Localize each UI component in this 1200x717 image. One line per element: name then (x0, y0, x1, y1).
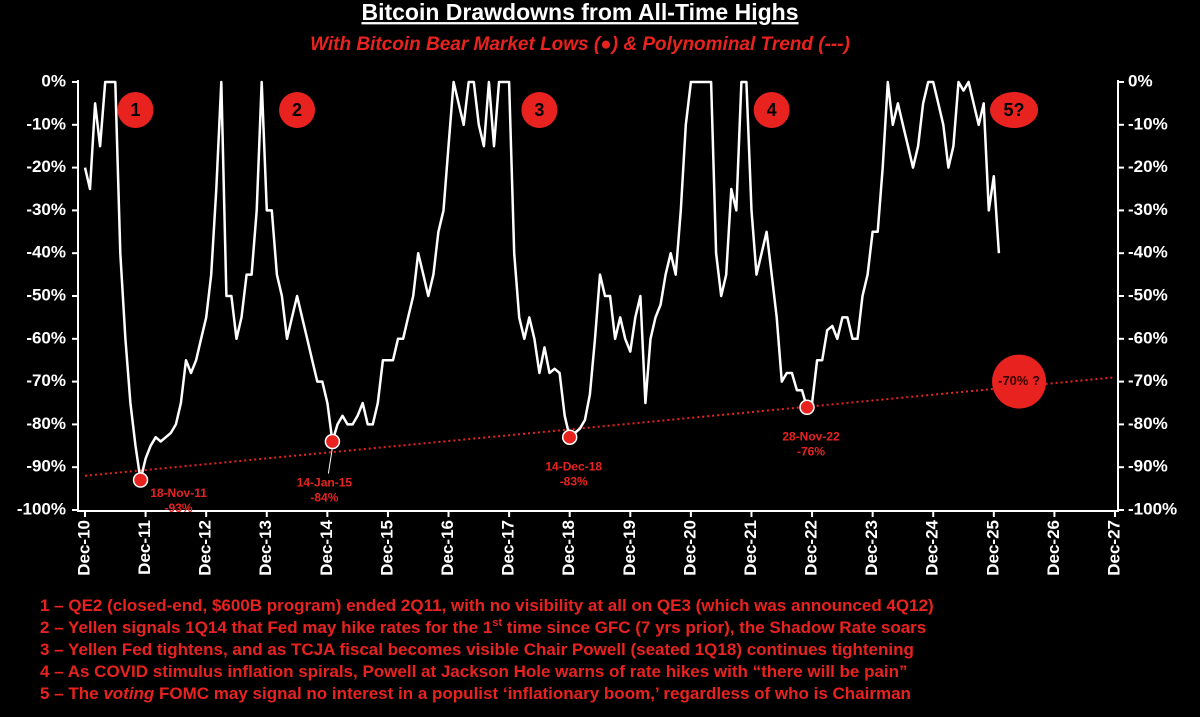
y2-tick-label: -50% (1128, 285, 1168, 304)
y-tick-label: -80% (26, 414, 66, 433)
footnote: 1 – QE2 (closed-end, $600B program) ende… (40, 596, 934, 615)
footnote-part: 1 – QE2 (closed-end, $600B program) ende… (40, 596, 934, 615)
footnote-part: 2 – Yellen signals 1Q14 that Fed may hik… (40, 618, 492, 637)
cycle-marker (521, 92, 558, 128)
y-tick-label: 0% (41, 71, 66, 90)
low-date: 28-Nov-22 (782, 429, 840, 443)
footnote-part: FOMC may signal no interest in a populis… (154, 684, 911, 703)
y2-tick-label: -80% (1128, 414, 1168, 433)
x-tick-label: Dec-17 (499, 520, 518, 576)
x-tick-label: Dec-19 (620, 520, 639, 576)
cycle-marker-label: 3 (534, 100, 544, 120)
y-tick-label: -90% (26, 457, 66, 476)
low-value: -76% (797, 444, 825, 458)
footnote-part: time since GFC (7 yrs prior), the Shadow… (502, 618, 926, 637)
cycle-marker-label: 2 (292, 100, 302, 120)
low-value: -84% (310, 491, 338, 505)
x-tick-label: Dec-13 (256, 520, 275, 576)
x-tick-label: Dec-10 (74, 520, 93, 576)
y2-tick-label: -60% (1128, 328, 1168, 347)
bear-low (561, 429, 578, 445)
chart-subtitle: With Bitcoin Bear Market Lows (●) & Poly… (310, 34, 850, 55)
footnote: 2 – Yellen signals 1Q14 that Fed may hik… (40, 617, 926, 638)
x-tick-label: Dec-22 (802, 520, 821, 576)
cycle-marker (279, 92, 316, 128)
x-tick-label: Dec-27 (1104, 520, 1123, 576)
cycle-marker-label: 1 (130, 100, 140, 120)
y2-tick-label: 0% (1128, 71, 1153, 90)
x-tick-label: Dec-26 (1044, 520, 1063, 576)
x-tick-label: Dec-11 (135, 520, 154, 575)
y2-tick-label: -30% (1128, 200, 1168, 219)
low-date: 14-Jan-15 (297, 476, 353, 490)
y2-tick-label: -100% (1128, 499, 1177, 518)
footnote-part: voting (103, 684, 155, 703)
x-tick-label: Dec-12 (196, 520, 215, 576)
cycle-marker-label: 5? (1004, 100, 1025, 120)
cycle-marker (753, 92, 790, 128)
chart-title: Bitcoin Drawdowns from All-Time Highs (361, 0, 798, 25)
y-tick-label: -20% (26, 157, 66, 176)
x-tick-label: Dec-20 (680, 520, 699, 576)
y2-tick-label: -40% (1128, 243, 1168, 262)
leader-line (327, 447, 333, 474)
cycle-marker-label: 4 (767, 100, 777, 120)
forecast-label: -70% ? (998, 373, 1040, 388)
y2-tick-label: -70% (1128, 371, 1168, 390)
x-tick-label: Dec-15 (377, 520, 396, 576)
x-tick-label: Dec-21 (741, 520, 760, 576)
bear-low (324, 433, 341, 450)
y2-tick-label: -10% (1128, 114, 1168, 133)
x-tick-label: Dec-18 (559, 520, 578, 576)
bear-low (132, 472, 149, 488)
y2-tick-label: -90% (1128, 457, 1168, 476)
drawdown-line (83, 80, 1001, 482)
bear-low (799, 399, 815, 416)
footnote: 4 – As COVID stimulus inflation spirals,… (40, 662, 908, 681)
x-tick-label: Dec-23 (862, 520, 881, 576)
cycle-marker (990, 92, 1039, 128)
footnote-part: 3 – Yellen Fed tightens, and as TCJA fis… (40, 640, 914, 659)
footnote-part: 4 – As COVID stimulus inflation spirals,… (40, 662, 908, 681)
x-tick-label: Dec-25 (983, 520, 1002, 576)
y-tick-label: -100% (17, 499, 66, 518)
y-tick-label: -70% (26, 371, 66, 390)
y2-tick-label: -20% (1128, 157, 1168, 176)
x-tick-label: Dec-14 (317, 519, 336, 575)
y-tick-label: -30% (26, 200, 66, 219)
low-date: 14-Dec-18 (545, 459, 602, 473)
forecast-marker (992, 354, 1047, 409)
footnote: 3 – Yellen Fed tightens, and as TCJA fis… (40, 640, 914, 659)
low-date: 18-Nov-11 (150, 486, 207, 500)
cycle-marker (117, 92, 154, 128)
footnote-part: 5 – The (40, 684, 103, 703)
y-tick-label: -10% (26, 114, 66, 133)
y-tick-label: -40% (26, 243, 66, 262)
x-tick-label: Dec-24 (923, 519, 942, 575)
y-tick-label: -50% (26, 285, 66, 304)
x-tick-label: Dec-16 (438, 520, 457, 576)
y-tick-label: -60% (26, 328, 66, 347)
footnote: 5 – The voting FOMC may signal no intere… (40, 684, 911, 703)
low-value: -93% (165, 501, 193, 515)
footnote-part: st (492, 617, 502, 629)
low-value: -83% (560, 474, 588, 488)
